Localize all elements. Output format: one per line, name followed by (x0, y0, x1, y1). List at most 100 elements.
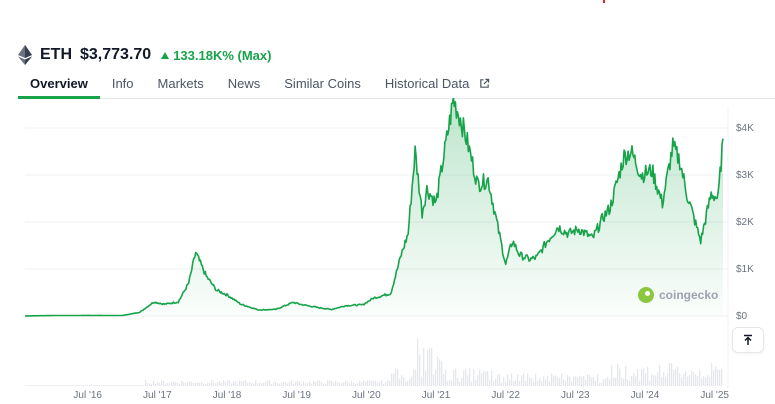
volume-bar (73, 385, 75, 386)
volume-bar (223, 380, 225, 386)
volume-bar (55, 385, 57, 386)
volume-bar (491, 370, 493, 386)
coingecko-watermark: coingecko (638, 287, 718, 303)
volume-bar (695, 374, 697, 386)
volume-bar (407, 381, 409, 386)
volume-bar (399, 378, 401, 386)
volume-bar (441, 361, 443, 386)
volume-bar (121, 385, 123, 386)
volume-bar (655, 375, 657, 386)
volume-bar (379, 381, 381, 386)
volume-bar (711, 363, 713, 386)
y-tick-label: $4K (736, 123, 754, 134)
tab-overview[interactable]: Overview (18, 70, 100, 99)
volume-bar (191, 381, 193, 386)
volume-bar (253, 383, 255, 386)
tab-similar-coins[interactable]: Similar Coins (272, 70, 373, 98)
scroll-to-top-button[interactable] (732, 327, 764, 353)
volume-bar (493, 381, 495, 386)
volume-bar (439, 359, 441, 386)
volume-bar (553, 375, 555, 386)
volume-bar (149, 383, 151, 386)
tab-historical-data[interactable]: Historical Data (373, 70, 502, 98)
tab-info[interactable]: Info (100, 70, 146, 98)
volume-bar (33, 385, 35, 386)
volume-bar (313, 381, 315, 386)
volume-bar (607, 376, 609, 386)
volume-bar (635, 375, 637, 386)
volume-bar (51, 385, 53, 386)
volume-bar (349, 383, 351, 386)
volume-bar (67, 385, 69, 386)
volume-bar (549, 381, 551, 386)
volume-bar (371, 380, 373, 386)
volume-bar (95, 385, 97, 386)
volume-bar (147, 383, 149, 386)
volume-bar (713, 370, 715, 386)
volume-bar (227, 380, 229, 386)
volume-bar (215, 383, 217, 386)
volume-bar (405, 381, 407, 386)
volume-bar (245, 380, 247, 386)
volume-bar (483, 371, 485, 386)
volume-bar (611, 365, 613, 386)
volume-bar (685, 371, 687, 386)
volume-bar (715, 366, 717, 386)
volume-bar (659, 364, 661, 386)
tab-news[interactable]: News (216, 70, 273, 98)
volume-bar (647, 366, 649, 386)
volume-bar (139, 385, 141, 386)
volume-bar (27, 385, 29, 386)
volume-bar (411, 376, 413, 386)
volume-bar (447, 381, 449, 386)
price-change: 133.18K% (Max) (161, 48, 271, 63)
coin-symbol: ETH (40, 46, 72, 63)
volume-bar (653, 375, 655, 386)
volume-bar (305, 383, 307, 386)
volume-bar (445, 369, 447, 386)
volume-bar (591, 377, 593, 386)
volume-bar (249, 381, 251, 386)
volume-bar (401, 374, 403, 386)
volume-bar (525, 380, 527, 386)
volume-bar (429, 348, 431, 386)
volume-bar (207, 383, 209, 386)
volume-bar (679, 373, 681, 386)
volume-bar (309, 381, 311, 386)
volume-bar (75, 385, 77, 386)
volume-bar (265, 381, 267, 386)
volume-bar (347, 381, 349, 386)
volume-bar (213, 382, 215, 386)
volume-bar (437, 356, 439, 386)
volume-bar (355, 383, 357, 386)
volume-bar (675, 368, 677, 386)
volume-bar (719, 370, 721, 386)
volume-bar (113, 385, 115, 386)
coin-header: ETH $3,773.70 133.18K% (Max) (18, 44, 271, 66)
volume-bar (619, 368, 621, 386)
volume-bar (353, 382, 355, 386)
volume-bar (61, 385, 63, 386)
x-tick-label: Jul '19 (282, 390, 311, 401)
y-tick-label: $0 (736, 311, 748, 322)
volume-bar (573, 376, 575, 386)
price-chart[interactable]: $0$1K$2K$3K$4K Jul '16 Jul '17 Jul '18 Jul … (0, 98, 775, 404)
volume-bar (557, 377, 559, 386)
volume-bar (225, 382, 227, 386)
volume-bar (431, 348, 433, 386)
volume-bar (391, 373, 393, 386)
volume-bar (115, 385, 117, 386)
volume-bar (443, 373, 445, 386)
volume-bar (279, 383, 281, 386)
volume-bar (469, 368, 471, 386)
volume-bar (375, 380, 377, 386)
tab-markets-label: Markets (157, 76, 204, 91)
tab-markets[interactable]: Markets (146, 70, 216, 98)
volume-bar (709, 376, 711, 386)
volume-bar (641, 368, 643, 386)
volume-bar (503, 377, 505, 386)
volume-bar (495, 378, 497, 386)
volume-bar (251, 383, 253, 386)
volume-bar (623, 379, 625, 386)
volume-bar (189, 381, 191, 386)
